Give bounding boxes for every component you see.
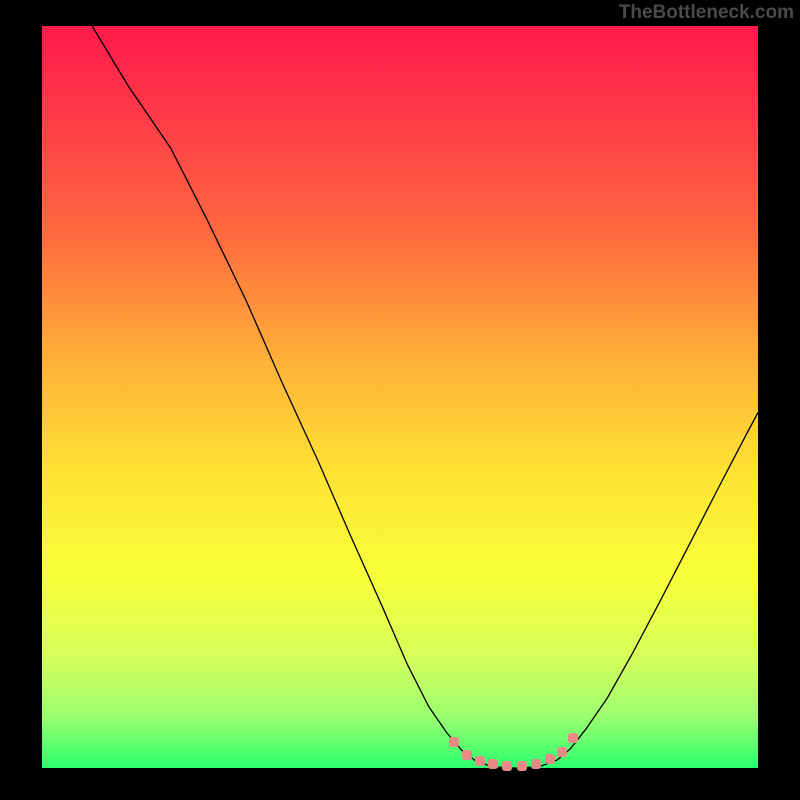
v-curve	[42, 26, 758, 768]
plot-area	[42, 26, 758, 768]
valley-marker-seg	[475, 756, 485, 766]
valley-marker-seg	[545, 754, 555, 764]
v-curve-path	[92, 26, 758, 768]
valley-marker-seg	[568, 733, 578, 743]
chart-container: TheBottleneck.com	[0, 0, 800, 800]
valley-marker-seg	[449, 737, 459, 747]
watermark-label: TheBottleneck.com	[619, 2, 794, 24]
valley-marker-seg	[557, 747, 567, 757]
valley-marker-seg	[462, 750, 472, 760]
valley-marker-seg	[502, 761, 512, 771]
valley-marker-seg	[531, 759, 541, 769]
valley-marker-seg	[517, 761, 527, 771]
valley-marker-seg	[488, 759, 498, 769]
